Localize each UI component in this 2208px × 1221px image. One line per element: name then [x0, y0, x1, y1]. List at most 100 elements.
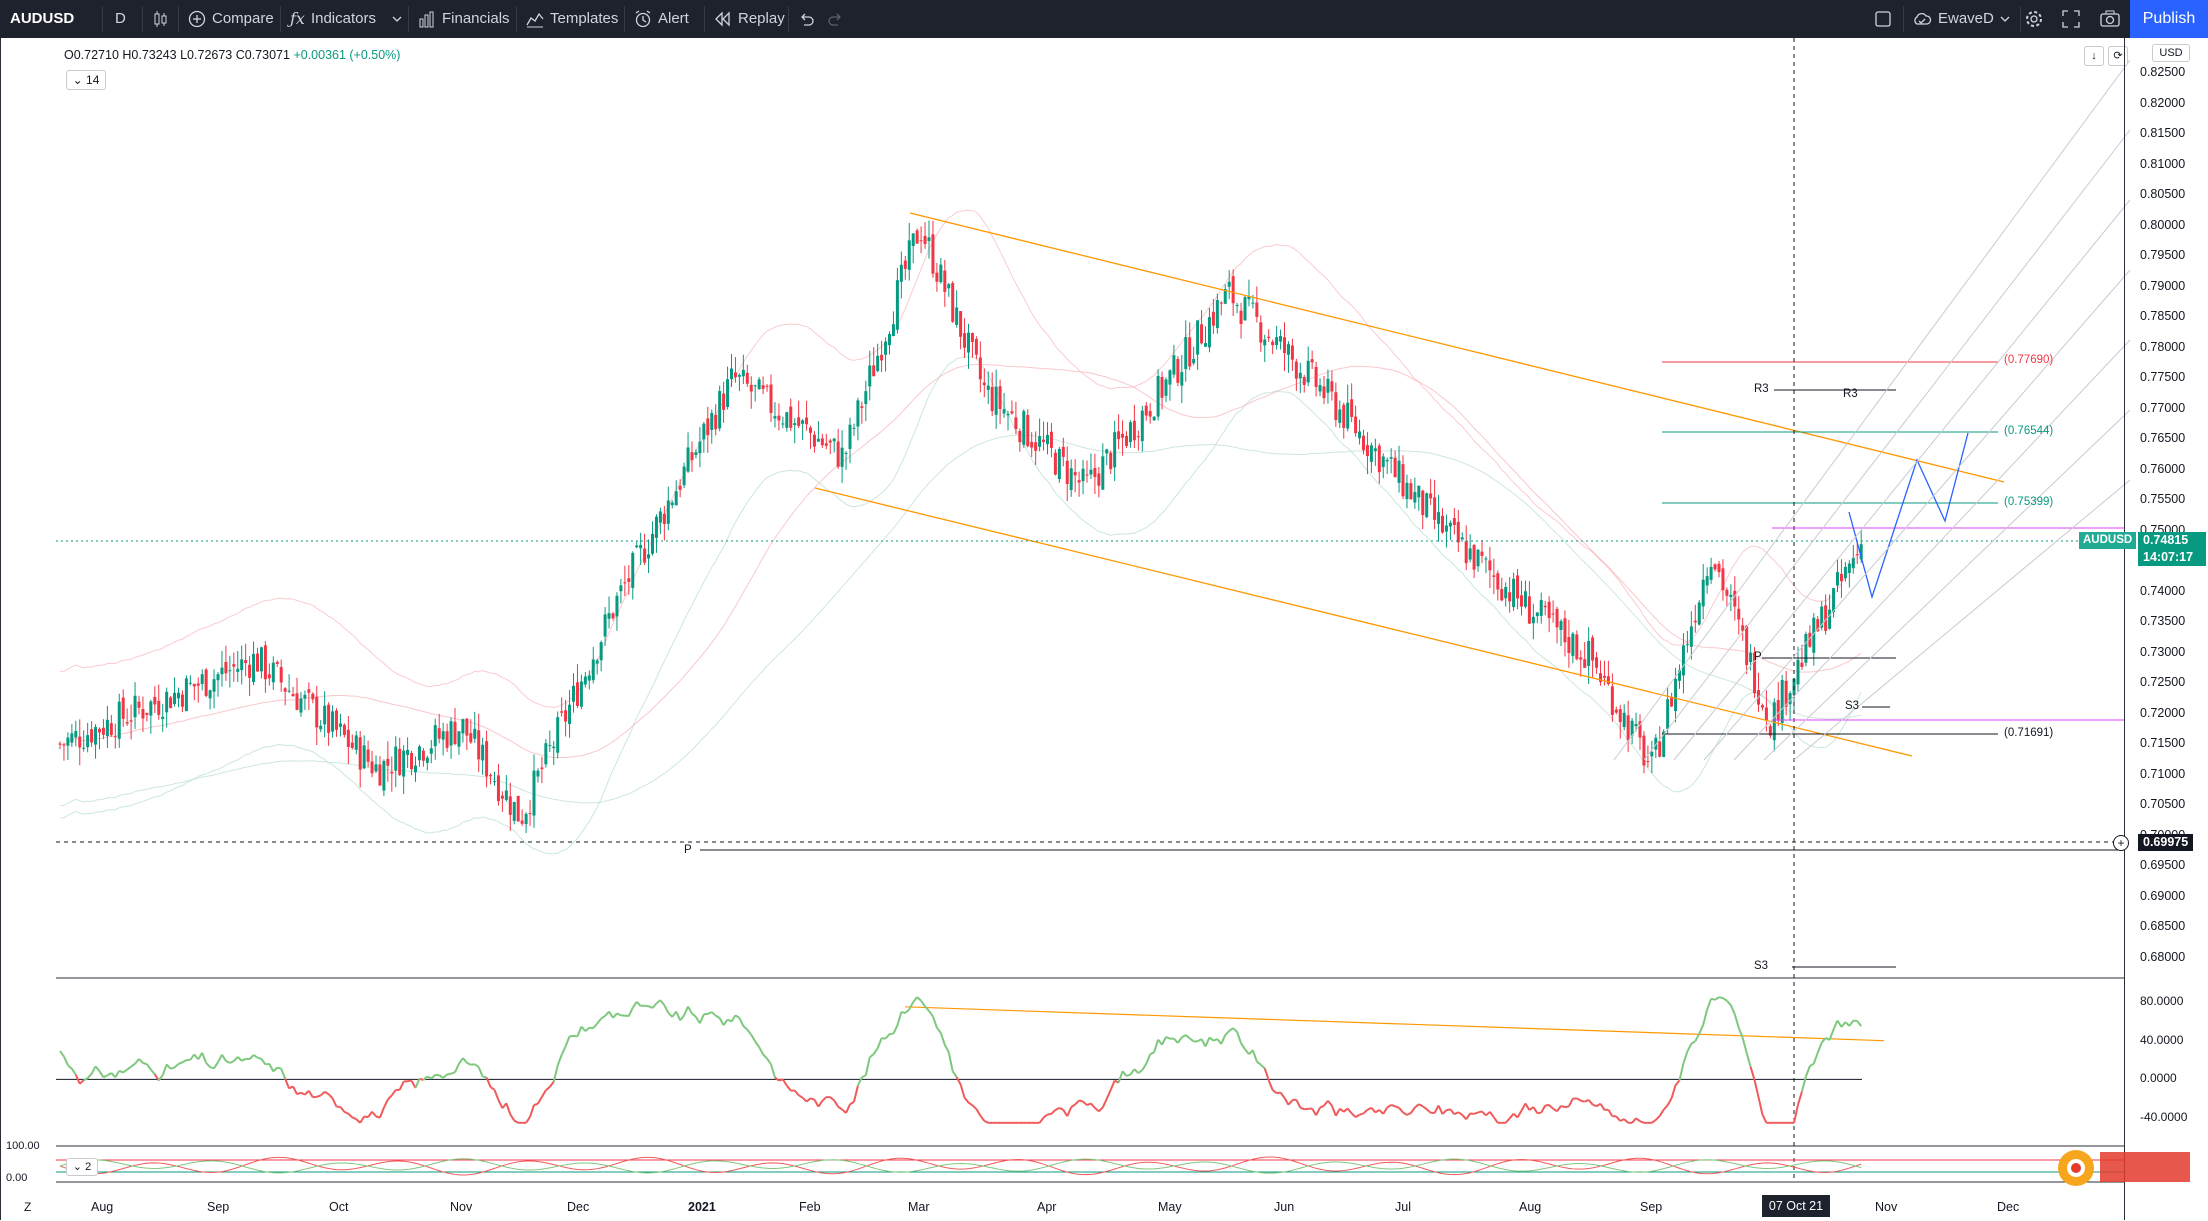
candle-body — [726, 379, 729, 407]
snapshot-button[interactable] — [2100, 0, 2120, 38]
osc-segment — [1616, 1116, 1620, 1121]
osc-segment — [293, 1086, 297, 1094]
crosshair-price: 0.69975 — [2143, 835, 2188, 849]
osc-segment — [538, 1097, 542, 1104]
candle-body — [833, 439, 836, 442]
osc-segment — [147, 1064, 151, 1069]
candle-body — [1453, 518, 1456, 525]
osc-segment — [878, 1038, 882, 1048]
candle-body — [596, 660, 599, 663]
financials-button[interactable]: Financials — [418, 0, 510, 38]
indicators-label: Indicators — [311, 0, 376, 38]
price-tick-label: 0.79000 — [2140, 279, 2185, 293]
time-tick-label: Aug — [1519, 1200, 1541, 1214]
candle-body — [236, 669, 239, 672]
osc-segment — [1150, 1052, 1154, 1054]
stoch-tick-label: 100.00 — [6, 1140, 40, 1152]
osc-segment — [100, 1071, 104, 1077]
settings-button[interactable] — [2024, 0, 2044, 38]
indicator-collapse-chip[interactable]: ⌄ 14 — [66, 70, 106, 90]
candle-body — [928, 237, 931, 241]
candle-body — [244, 660, 247, 663]
osc-segment — [763, 1054, 767, 1058]
osc-segment — [281, 1069, 285, 1079]
candle-body — [1220, 303, 1223, 304]
candle-body — [1338, 409, 1341, 422]
candle-body — [540, 768, 543, 770]
candle-body — [718, 391, 721, 428]
candle-body — [651, 534, 654, 554]
time-tick-label: Nov — [450, 1200, 472, 1214]
osc-segment — [858, 1077, 862, 1085]
candle-body — [505, 790, 508, 799]
osc-segment — [273, 1068, 277, 1072]
candle-body — [1176, 359, 1179, 383]
osc-segment — [261, 1059, 265, 1065]
osc-segment — [803, 1098, 807, 1102]
candle-body — [1200, 324, 1203, 343]
candle-body — [979, 358, 982, 380]
osc-segment — [1549, 1105, 1553, 1109]
candle-body — [951, 283, 954, 322]
redo-button[interactable] — [828, 0, 844, 38]
candle-body — [1244, 297, 1247, 320]
indicators-dropdown[interactable] — [392, 0, 402, 38]
candle-body — [1307, 361, 1310, 383]
candle-body — [1761, 705, 1764, 707]
publish-button[interactable]: Publish — [2130, 0, 2208, 38]
candle-body — [1287, 344, 1290, 355]
chart-canvas[interactable] — [0, 38, 2208, 1220]
zoom-button[interactable]: Z — [24, 1200, 31, 1214]
chart-style-button[interactable] — [152, 0, 168, 38]
currency-select[interactable]: USD — [2152, 44, 2190, 62]
candle-body — [714, 415, 717, 429]
compare-button[interactable]: Compare — [188, 0, 274, 38]
fan-line — [1794, 480, 2130, 760]
replay-button[interactable]: Replay — [714, 0, 785, 38]
alert-button[interactable]: Alert — [634, 0, 689, 38]
osc-segment — [1687, 1044, 1691, 1052]
candle-body — [224, 662, 227, 673]
osc-segment — [1067, 1107, 1071, 1116]
osc-segment — [1541, 1105, 1545, 1112]
indicators-button[interactable]: ƒx Indicators — [290, 0, 376, 38]
layout-button[interactable] — [1874, 0, 1892, 38]
osc-segment — [1198, 1039, 1202, 1041]
templates-button[interactable]: Templates — [526, 0, 618, 38]
osc-segment — [1407, 1113, 1411, 1115]
candle-body — [303, 695, 306, 699]
candle-body — [1721, 568, 1724, 590]
user-layout-button[interactable]: EwaveD — [1912, 0, 2010, 38]
osc-segment — [684, 1007, 688, 1016]
undo-button[interactable] — [798, 0, 814, 38]
osc-segment — [953, 1071, 957, 1077]
candle-body — [347, 730, 350, 747]
candle-body — [1386, 460, 1389, 461]
oscillator-pane — [56, 997, 1884, 1123]
candle-body — [232, 664, 235, 667]
time-tick-label: Dec — [1997, 1200, 2019, 1214]
osc-segment — [214, 1062, 218, 1068]
candle-body — [1271, 342, 1274, 345]
symbol-search[interactable]: AUDUSD — [10, 0, 74, 38]
osc-segment — [333, 1098, 337, 1106]
scroll-down-button[interactable]: ↓ — [2084, 46, 2104, 66]
time-tick-label: Jul — [1395, 1200, 1411, 1214]
add-alert-button[interactable]: + — [2113, 835, 2129, 851]
osc-segment — [897, 1012, 901, 1026]
candle-body — [1520, 595, 1523, 606]
osc-segment — [609, 1012, 613, 1018]
osc-segment — [1593, 1105, 1597, 1107]
osc-segment — [317, 1095, 321, 1096]
osc-segment — [167, 1064, 171, 1068]
osc-collapse-chip[interactable]: ⌄ 2 — [66, 1158, 98, 1176]
price-tick-label: 0.76500 — [2140, 431, 2185, 445]
candle-body — [442, 731, 445, 739]
price-tick-label: 0.73000 — [2140, 645, 2185, 659]
osc-segment — [475, 1064, 479, 1067]
osc-segment — [1048, 1114, 1052, 1115]
fullscreen-button[interactable] — [2062, 0, 2080, 38]
osc-segment — [700, 1014, 704, 1023]
candle-body — [789, 407, 792, 428]
interval-button[interactable]: D — [115, 0, 126, 38]
